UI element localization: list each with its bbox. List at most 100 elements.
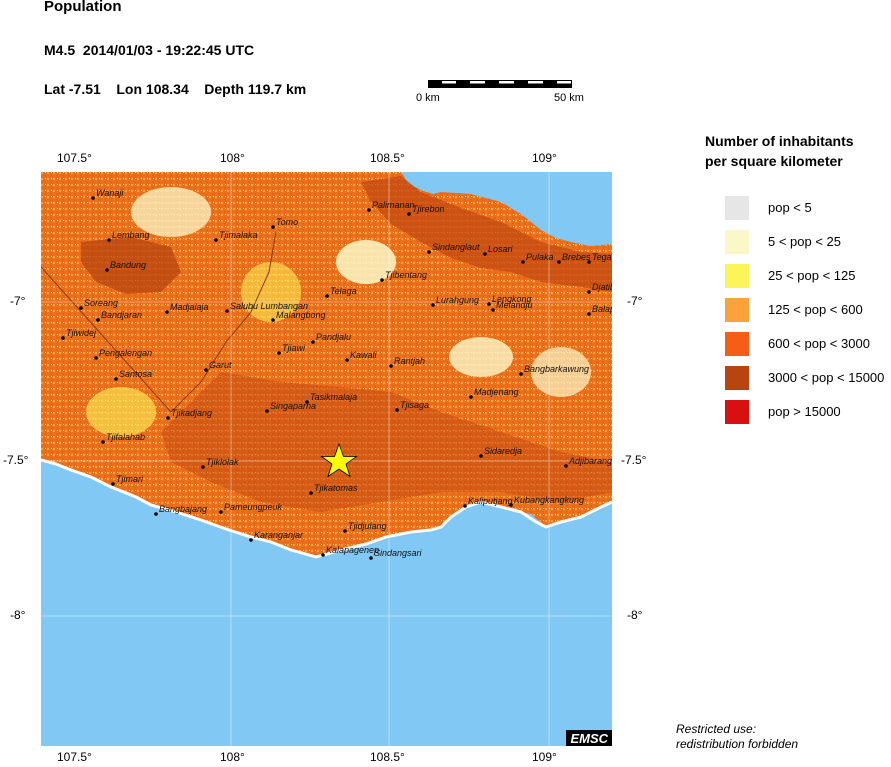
city-marker	[395, 408, 399, 412]
city-marker	[380, 278, 384, 282]
city-label: Melandju	[496, 300, 533, 310]
city-label: Sidaredja	[484, 446, 522, 456]
city-label: Rantjah	[394, 356, 425, 366]
legend-swatch	[725, 298, 749, 322]
city-label: Tjiawi	[282, 343, 306, 353]
city-label: Djatibarang	[592, 282, 612, 292]
city-marker	[519, 372, 523, 376]
legend-label: 125 < pop < 600	[768, 302, 863, 317]
city-label: Karanganjar	[254, 530, 304, 540]
city-label: Bangbajang	[159, 504, 207, 514]
lat-tick-right-3: -8°	[627, 608, 643, 622]
population-map[interactable]: Wanaji Lembang Bandung Soreang Bandjaran Madj…	[41, 172, 612, 746]
city-label: Telaga	[330, 286, 357, 296]
legend-label: pop > 15000	[768, 404, 841, 419]
sparse-area-6	[531, 347, 591, 397]
city-label: Palimanan	[372, 200, 415, 210]
legend-swatch	[725, 332, 749, 356]
city-marker	[96, 318, 100, 322]
city-marker	[479, 454, 483, 458]
legend-title: Number of inhabitants per square kilomet…	[705, 131, 854, 171]
sparse-area-3	[131, 187, 211, 237]
scale-bar	[428, 80, 572, 88]
lat-tick-left-2: -7.5°	[3, 453, 29, 467]
city-marker	[321, 553, 325, 557]
city-label: Madjalaja	[170, 302, 209, 312]
scale-end-label: 50 km	[554, 92, 584, 104]
city-label: Lembang	[112, 230, 150, 240]
legend-label: 5 < pop < 25	[768, 234, 842, 249]
city-label: Kalapagenep	[326, 545, 379, 555]
city-label: Pengalengan	[99, 348, 152, 358]
city-label: Lengkong	[492, 294, 532, 304]
city-label: Bandjaran	[101, 310, 142, 320]
city-label: Tjikadjang	[171, 408, 212, 418]
legend-label: pop < 5	[768, 200, 812, 215]
city-marker	[214, 238, 218, 242]
city-label: Sindanglaut	[432, 242, 480, 252]
city-label: Tjifalahab	[106, 432, 145, 442]
city-marker	[107, 238, 111, 242]
lat-tick-left-1: -7°	[10, 294, 26, 308]
city-marker	[487, 302, 491, 306]
city-label: Kawali	[350, 350, 378, 360]
city-marker	[114, 377, 118, 381]
city-marker	[483, 252, 487, 256]
lat-tick-right-2: -7.5°	[621, 453, 647, 467]
city-marker	[271, 225, 275, 229]
city-label: Bandung	[110, 260, 146, 270]
city-marker	[587, 312, 591, 316]
city-marker	[463, 504, 467, 508]
city-label: Salubu Lumbangan	[230, 301, 308, 311]
city-marker	[311, 340, 315, 344]
city-marker	[166, 416, 170, 420]
lon-tick-bottom-1: 107.5°	[57, 750, 92, 764]
dense-area-south	[161, 372, 612, 512]
legend-swatch	[725, 196, 749, 220]
lat-tick-left-3: -8°	[10, 608, 26, 622]
city-marker	[265, 409, 269, 413]
city-marker	[201, 465, 205, 469]
city-label: Adjibarang	[568, 456, 612, 466]
city-label: Singaparna	[270, 401, 316, 411]
map-title: Population	[44, 0, 122, 15]
city-label: Tjimari	[116, 474, 144, 484]
city-label: Garut	[209, 360, 232, 370]
lat-tick-right-1: -7°	[627, 294, 643, 308]
city-marker	[587, 260, 591, 264]
city-marker	[165, 310, 169, 314]
city-marker	[369, 556, 373, 560]
city-marker	[509, 503, 513, 507]
city-label: Tjimalaka	[219, 230, 258, 240]
map-canvas: Wanaji Lembang Bandung Soreang Bandjaran Madj…	[41, 172, 612, 746]
city-marker	[305, 400, 309, 404]
city-marker	[521, 260, 525, 264]
event-headline: M4.5 2014/01/03 - 19:22:45 UTC	[44, 42, 255, 58]
city-label: Kubangkangkung	[514, 495, 584, 505]
city-layer: Wanaji Lembang Bandung Soreang Bandjaran Madj…	[61, 188, 612, 560]
city-label: Wanaji	[96, 188, 124, 198]
city-marker	[91, 196, 95, 200]
city-marker	[271, 318, 275, 322]
lon-tick-top-1: 107.5°	[57, 151, 92, 165]
usage-note-line1: Restricted use:	[676, 722, 757, 736]
city-label: Tasikmalaja	[310, 392, 357, 402]
usage-note: Restricted use: redistribution forbidden	[676, 722, 798, 752]
city-label: Tjirebon	[412, 204, 445, 214]
city-label: Soreang	[84, 298, 118, 308]
city-label: Tjibentang	[385, 270, 427, 280]
lon-tick-bottom-2: 108°	[220, 750, 245, 764]
city-label: Tjiwidej	[66, 328, 97, 338]
city-marker	[94, 356, 98, 360]
city-marker	[101, 440, 105, 444]
city-marker	[407, 212, 411, 216]
legend-swatch	[725, 366, 749, 390]
city-marker	[249, 538, 253, 542]
city-label: Tjiklolak	[206, 457, 239, 467]
city-marker	[367, 208, 371, 212]
city-marker	[469, 395, 473, 399]
lon-tick-bottom-3: 108.5°	[370, 750, 405, 764]
sparse-area-5	[241, 262, 301, 322]
city-label: Balapulang	[592, 304, 612, 314]
city-marker	[225, 309, 229, 313]
